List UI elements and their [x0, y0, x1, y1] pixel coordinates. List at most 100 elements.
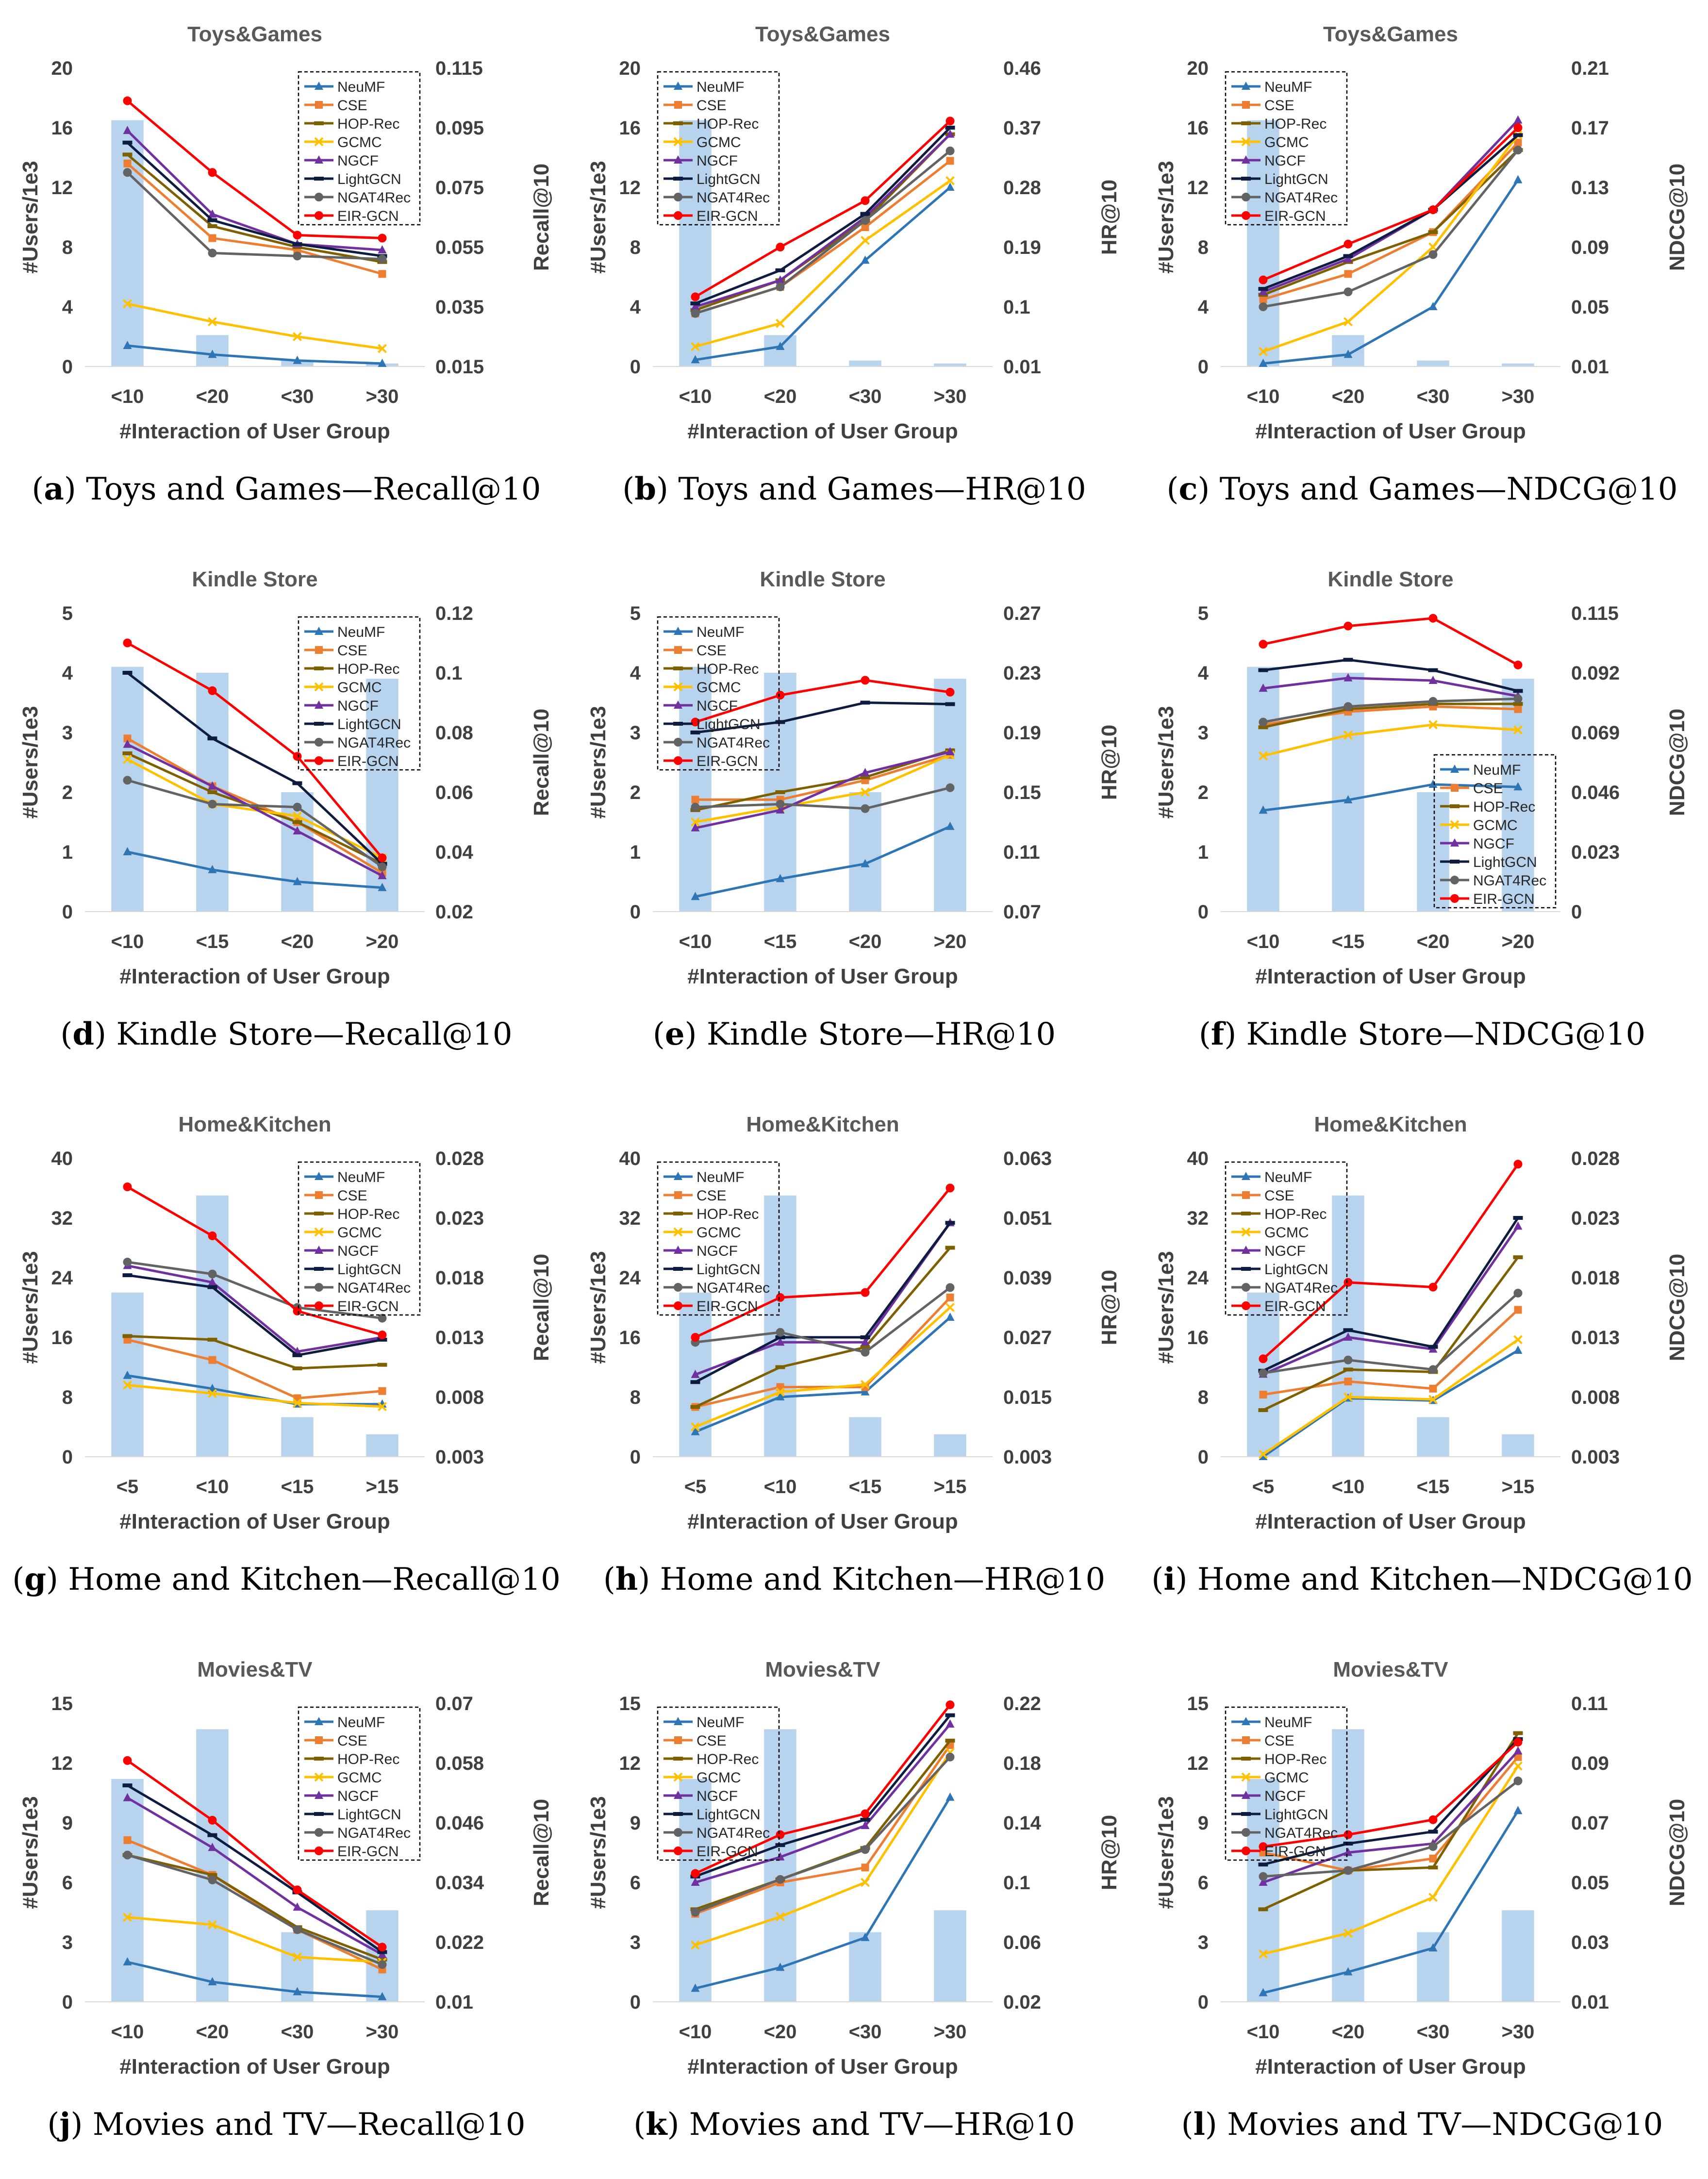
data-point: [378, 344, 387, 353]
series-eir-gcn: [123, 1182, 387, 1340]
series-neumf: [1259, 779, 1523, 814]
user-count-bar: [1502, 363, 1534, 366]
legend-box: [657, 71, 780, 226]
series-line: [695, 753, 951, 801]
x-tick-label: >30: [366, 2021, 399, 2043]
data-point: [293, 1885, 302, 1895]
x-tick-label: <20: [1332, 2021, 1365, 2043]
data-point: [378, 1314, 387, 1323]
data-point: [293, 752, 302, 761]
series-line: [127, 850, 382, 889]
series-line: [127, 752, 383, 865]
legend-marker: [315, 1301, 323, 1310]
data-point: [123, 847, 132, 855]
x-tick-label: <10: [111, 931, 144, 952]
y-axis-title: #Users/1e3: [18, 1796, 42, 1909]
legend-label: HOP-Rec: [696, 1206, 759, 1222]
series-ngat4rec: [1259, 146, 1523, 311]
data-point: [1514, 1306, 1522, 1314]
x-tick-label: <10: [1247, 2021, 1280, 2043]
y-tick-label: 8: [1198, 1387, 1209, 1408]
user-count-bar: [281, 792, 314, 912]
data-point: [1513, 175, 1523, 183]
series-line: [126, 100, 382, 240]
data-point: [123, 96, 132, 105]
legend-label: GCMC: [337, 1770, 382, 1786]
data-point: [945, 821, 955, 830]
data-point: [776, 805, 785, 814]
y2-axis-title: HR@10: [1097, 180, 1121, 255]
data-point: [945, 1283, 955, 1292]
chart-title: Kindle Store: [1327, 567, 1453, 591]
legend: NeuMF CSE HOP-Rec GCMC NGCF LightGCN NGAT4Rec E…: [657, 1161, 780, 1316]
y2-tick-label: 0.02: [1003, 1992, 1041, 2013]
legend-marker: [315, 738, 323, 747]
data-point: [861, 223, 869, 231]
data-point: [1513, 123, 1523, 132]
legend-marker: [315, 155, 323, 164]
data-point: [1428, 1365, 1438, 1374]
x-axis-title: #Interaction of User Group: [687, 1510, 958, 1533]
y-tick-label: 8: [62, 237, 73, 258]
legend-label: EIR-GCN: [1264, 208, 1326, 224]
y-tick-label: 3: [630, 1932, 641, 1953]
series-line: [695, 825, 951, 898]
legend-marker: [673, 682, 683, 692]
data-point: [691, 292, 700, 301]
legend-marker: [673, 137, 683, 147]
y2-tick-label: 0.07: [1571, 1813, 1609, 1834]
series-line: [127, 1185, 383, 1336]
series-gcmc: [1259, 1335, 1523, 1459]
data-point: [1513, 1737, 1523, 1747]
series-line: [127, 779, 383, 868]
series-hop-rec: [122, 1853, 387, 1962]
legend-label: HOP-Rec: [696, 661, 759, 677]
series-line: [695, 180, 951, 348]
legend-label: LightGCN: [696, 171, 761, 187]
data-point: [1513, 146, 1523, 155]
data-point: [1259, 358, 1268, 367]
series-line: [1263, 1780, 1519, 1878]
legend-marker: [674, 646, 682, 654]
data-point: [1428, 614, 1438, 623]
legend: NeuMF CSE HOP-Rec GCMC NGCF LightGCN NGAT4Rec E…: [298, 1706, 421, 1861]
series-line: [127, 1338, 382, 1400]
legend-label: GCMC: [696, 134, 741, 150]
data-point: [776, 1875, 785, 1884]
y-tick-label: 0: [62, 1447, 73, 1468]
x-tick-label: <15: [196, 931, 229, 952]
data-point: [776, 1912, 785, 1922]
series-neumf: [691, 821, 955, 900]
x-axis-title: #Interaction of User Group: [119, 419, 390, 443]
y-axis-title: #Users/1e3: [1154, 1251, 1178, 1364]
y-tick-label: 9: [1198, 1813, 1209, 1834]
data-point: [123, 734, 132, 743]
legend-label: NeuMF: [337, 79, 385, 95]
caption-text: Home and Kitchen—HR@10: [650, 1562, 1106, 1597]
series-neumf: [123, 340, 387, 367]
y2-tick-label: 0.051: [1003, 1208, 1052, 1229]
series-line: [127, 737, 383, 874]
data-point: [1343, 702, 1353, 711]
series-neumf: [123, 847, 387, 891]
y-tick-label: 12: [1187, 177, 1209, 199]
data-point: [1344, 1378, 1352, 1386]
data-point: [861, 1878, 870, 1887]
series-neumf: [123, 1957, 387, 2000]
data-point: [1259, 275, 1268, 284]
y-tick-label: 4: [630, 663, 641, 684]
data-point: [208, 686, 217, 695]
series-line: [695, 1316, 951, 1433]
data-point: [1259, 1848, 1267, 1857]
y2-axis-title: Recall@10: [530, 1799, 553, 1906]
y-tick-label: 5: [630, 603, 641, 624]
y-tick-label: 16: [51, 1327, 73, 1348]
data-point: [378, 233, 387, 243]
legend-marker: [1450, 894, 1459, 903]
series-neumf: [691, 183, 955, 364]
legend-label: NGAT4Rec: [337, 1825, 411, 1841]
data-point: [1343, 287, 1353, 297]
y2-tick-label: 0.027: [1003, 1327, 1052, 1348]
series-line: [695, 753, 951, 823]
series-line: [127, 1264, 382, 1353]
